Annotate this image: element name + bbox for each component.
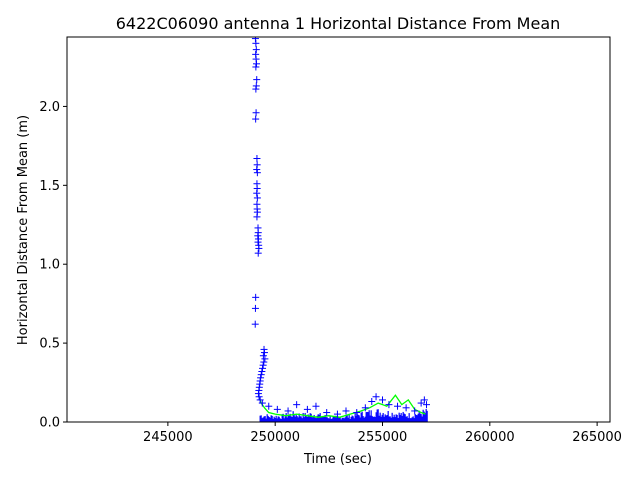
data-point (252, 85, 260, 93)
data-point (260, 358, 268, 366)
data-point (420, 396, 428, 404)
x-tick-label: 250000 (250, 430, 300, 445)
data-point (257, 371, 265, 379)
data-point (258, 399, 266, 407)
y-tick-label: 2.0 (39, 100, 60, 115)
plot-area (66, 36, 611, 423)
data-point (258, 368, 266, 376)
data-point (273, 405, 281, 413)
data-point (259, 361, 267, 369)
data-point (252, 39, 260, 47)
data-point (260, 349, 268, 357)
data-point (253, 166, 261, 174)
data-point (254, 238, 262, 246)
data-point (303, 405, 311, 413)
y-axis: 0.0 0.5 1.0 1.5 2.0 (39, 100, 67, 431)
chart-title: 6422C06090 antenna 1 Horizontal Distance… (116, 14, 561, 33)
y-tick-label: 0.0 (39, 416, 60, 431)
data-point (372, 393, 380, 401)
data-point (252, 109, 260, 117)
x-axis-label: Time (sec) (303, 452, 372, 467)
series-line (258, 394, 426, 418)
data-point (411, 407, 419, 415)
data-point (368, 397, 376, 405)
data-point (417, 399, 425, 407)
y-tick-label: 1.5 (39, 179, 60, 194)
data-point (402, 404, 410, 412)
data-point (293, 401, 301, 409)
data-point (254, 249, 262, 257)
data-point (342, 407, 350, 415)
y-tick-label: 0.5 (39, 337, 60, 352)
data-point (378, 396, 386, 404)
x-tick-label: 265000 (572, 430, 622, 445)
data-point (253, 213, 261, 221)
data-point (255, 244, 263, 252)
data-point (323, 409, 331, 417)
data-point (253, 194, 261, 202)
data-point (333, 410, 341, 418)
data-point (261, 355, 269, 363)
data-point (422, 401, 430, 409)
data-point (251, 304, 259, 312)
data-point (253, 154, 261, 162)
data-point (265, 402, 273, 410)
data-point (259, 352, 267, 360)
data-point (312, 402, 320, 410)
data-point (259, 364, 267, 372)
data-point (254, 232, 262, 240)
data-point (251, 320, 259, 328)
data-point (394, 402, 402, 410)
axes-frame (66, 36, 611, 423)
data-point (252, 63, 260, 71)
x-axis: 245000 250000 255000 260000 265000 (143, 422, 622, 445)
y-tick-label: 1.0 (39, 258, 60, 273)
data-point (284, 407, 292, 415)
data-point (255, 393, 263, 401)
data-point (252, 46, 260, 54)
data-point (385, 401, 393, 409)
x-tick-label: 260000 (465, 430, 515, 445)
data-point (253, 76, 261, 84)
y-axis-label: Horizontal Distance From Mean (m) (16, 115, 31, 345)
data-point (353, 409, 361, 417)
x-tick-label: 245000 (143, 430, 193, 445)
data-point (252, 293, 260, 301)
data-point (254, 390, 262, 398)
x-tick-label: 255000 (358, 430, 408, 445)
data-point (253, 189, 261, 197)
data-point (252, 115, 260, 123)
series-layer (251, 37, 430, 422)
data-point (253, 60, 261, 68)
data-point (361, 404, 369, 412)
data-point (253, 169, 261, 177)
